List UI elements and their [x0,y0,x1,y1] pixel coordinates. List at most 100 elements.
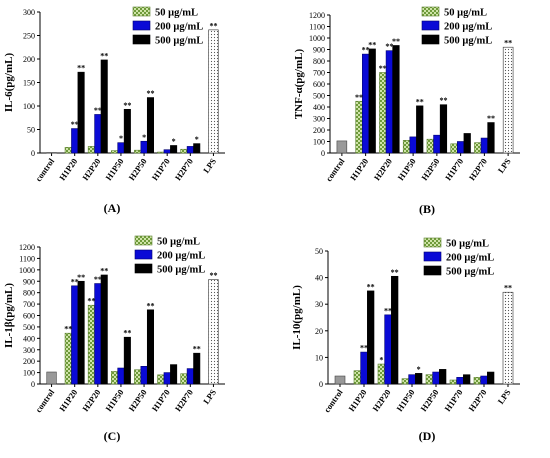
bar-50gmL-H1P70 [450,143,458,154]
significance-marker: * [379,356,383,365]
panel-label: (D) [419,429,436,443]
legend-label: 200 μg/mL [157,251,205,262]
significance-marker: * [417,365,421,374]
significance-marker: ** [193,345,201,354]
y-axis-title: IL-6(pg/mL) [3,53,15,113]
y-tick-label: 700 [313,69,325,78]
y-tick-label: 100 [23,102,35,111]
bar-500gmL-H2P70 [193,352,201,385]
bar-500gmL-H1P50 [123,336,131,385]
bar-control-control [46,152,57,154]
bar-LPS-LPS [502,46,514,154]
x-tick-label: H2P50 [419,156,441,182]
significance-marker: ** [77,273,85,282]
bar-500gmL-H2P70 [487,371,495,385]
significance-marker: ** [391,268,399,277]
bar-LPS-LPS [208,29,219,154]
legend-label: 200 μg/mL [444,22,492,33]
y-tick-label: 200 [23,55,35,64]
x-tick-label: H2P70 [466,387,488,413]
bar-200gmL-H1P70 [456,377,464,385]
bar-50gmL-H1P20 [353,370,361,385]
bar-50gmL-H1P50 [111,371,119,385]
significance-marker: ** [504,39,512,48]
y-tick-label: 50 [315,247,323,256]
x-tick-label: H2P20 [80,387,102,413]
y-tick-label: 900 [313,46,325,55]
significance-marker: * [172,137,176,146]
bar-200gmL-H1P20 [71,285,79,385]
y-tick-label: 600 [23,312,35,321]
bar-50gmL-H2P70 [474,142,482,154]
bar-50gmL-H2P70 [180,148,188,154]
significance-marker: ** [368,40,376,49]
bar-50gmL-H2P50 [425,374,433,385]
significance-marker: * [119,134,123,143]
y-tick-label: 20 [315,327,323,336]
chart-panel-0: 0 50 100 150 200 250 300 IL-6(pg/mL) control H1P2… [3,6,225,215]
y-tick-label: 200 [23,357,35,366]
bar-500gmL-H1P70 [170,145,178,154]
x-tick-label: H2P50 [126,156,148,182]
y-tick-label: 1000 [309,34,325,43]
significance-marker: ** [362,46,370,55]
significance-marker: * [142,133,146,142]
bar-200gmL-H2P20 [94,283,102,385]
bar-50gmL-H2P50 [134,149,142,154]
bar-200gmL-H1P70 [457,141,465,154]
significance-marker: ** [77,64,85,73]
bar-500gmL-H1P50 [123,108,131,154]
x-tick-label: control [33,387,56,414]
y-tick-label: 1100 [309,23,325,32]
bar-50gmL-H1P20 [355,100,363,154]
y-tick-label: 0 [31,149,35,158]
y-tick-label: 800 [23,289,35,298]
significance-marker: ** [100,266,108,275]
bar-200gmL-H1P50 [117,367,125,385]
x-tick-label: control [33,156,56,183]
significance-marker: ** [385,42,393,51]
bar-50gmL-H2P50 [134,369,142,385]
legend-swatch [132,34,151,45]
legend-swatch [132,6,151,17]
legend-swatch [134,249,153,260]
x-tick-label: H1P20 [57,387,79,413]
y-tick-label: 0 [319,380,323,389]
legend-label: 200 μg/mL [446,253,494,264]
legend-label: 500 μg/mL [157,265,205,276]
x-tick-label: H2P70 [467,156,489,182]
significance-marker: ** [94,106,102,115]
bar-50gmL-H2P20 [87,146,95,154]
legend-swatch [134,235,153,246]
bar-200gmL-H2P70 [480,137,488,154]
bar-500gmL-H2P20 [100,274,108,385]
bar-200gmL-H1P20 [71,128,79,154]
bar-200gmL-H1P70 [163,372,171,385]
bar-500gmL-H1P70 [463,133,471,154]
y-tick-label: 1200 [19,243,35,252]
significance-marker: ** [100,51,108,60]
bar-control-control [334,375,346,385]
legend-label: 500 μg/mL [155,36,203,47]
bar-50gmL-H1P50 [111,150,119,154]
bar-200gmL-H1P50 [117,142,125,154]
y-tick-label: 500 [313,92,325,101]
y-tick-label: 150 [23,79,35,88]
bar-50gmL-H1P70 [157,151,165,154]
x-tick-label: H2P20 [372,156,394,182]
y-tick-label: 100 [23,369,35,378]
bar-200gmL-H1P20 [360,351,368,385]
bar-500gmL-H1P20 [77,71,85,154]
y-tick-label: 250 [23,32,35,41]
y-tick-label: 0 [31,380,35,389]
legend-swatch [421,6,440,17]
legend-swatch [421,20,440,31]
significance-marker: ** [504,284,512,293]
bar-50gmL-H2P70 [180,373,188,385]
significance-marker: ** [64,325,72,334]
bar-200gmL-H1P20 [362,53,370,154]
bar-50gmL-H1P70 [449,379,457,385]
x-tick-label: H1P50 [103,387,125,413]
x-tick-label: H2P70 [173,387,195,413]
significance-marker: ** [384,306,392,315]
